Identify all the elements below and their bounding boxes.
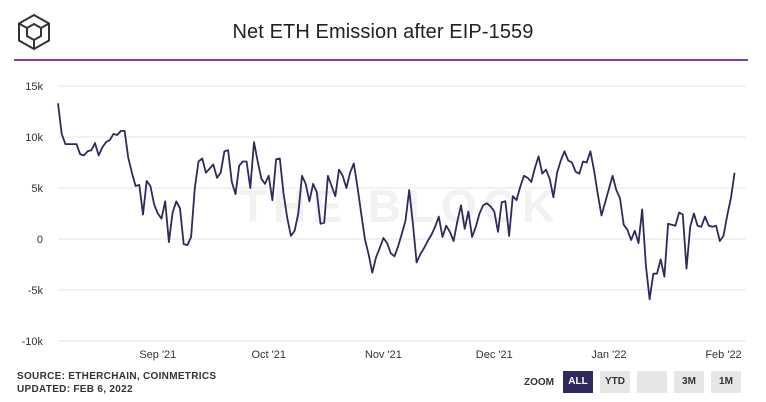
y-tick-label: -5k <box>28 285 44 297</box>
x-tick-label: Jan '22 <box>591 349 626 361</box>
title-divider <box>14 59 748 61</box>
y-tick-label: 15k <box>25 81 43 93</box>
zoom-1m-button[interactable]: 1M <box>711 371 741 393</box>
chart-title: Net ETH Emission after EIP-1559 <box>232 21 534 43</box>
watermark: THE BLOCK <box>239 180 561 232</box>
y-tick-label: 5k <box>31 183 43 195</box>
series-line <box>57 103 736 301</box>
the-block-logo <box>18 13 50 51</box>
y-tick-label: 0 <box>37 234 43 246</box>
zoom-label: ZOOM <box>524 377 554 388</box>
source-text: SOURCE: ETHERCHAIN, COINMETRICS <box>17 371 217 382</box>
x-tick-label: Nov '21 <box>365 349 402 361</box>
y-tick-label: -10k <box>22 336 44 348</box>
zoom-3m-button[interactable]: 3M <box>674 371 704 393</box>
x-tick-label: Feb '22 <box>705 349 741 361</box>
x-tick-label: Oct '21 <box>251 349 286 361</box>
line-chart: THE BLOCK 15k 10k 5k 0 -5k -10k Sep '21 Oct '21 N… <box>22 81 746 361</box>
y-tick-label: 10k <box>25 132 43 144</box>
x-tick-label: Dec '21 <box>476 349 513 361</box>
updated-text: UPDATED: FEB 6, 2022 <box>17 383 133 395</box>
zoom-blank-button[interactable] <box>637 371 667 393</box>
x-tick-label: Sep '21 <box>139 349 176 361</box>
zoom-all-button[interactable]: ALL <box>563 371 593 393</box>
chart-footer: SOURCE: ETHERCHAIN, COINMETRICS UPDATED:… <box>17 371 216 396</box>
zoom-ytd-button[interactable]: YTD <box>600 371 630 393</box>
